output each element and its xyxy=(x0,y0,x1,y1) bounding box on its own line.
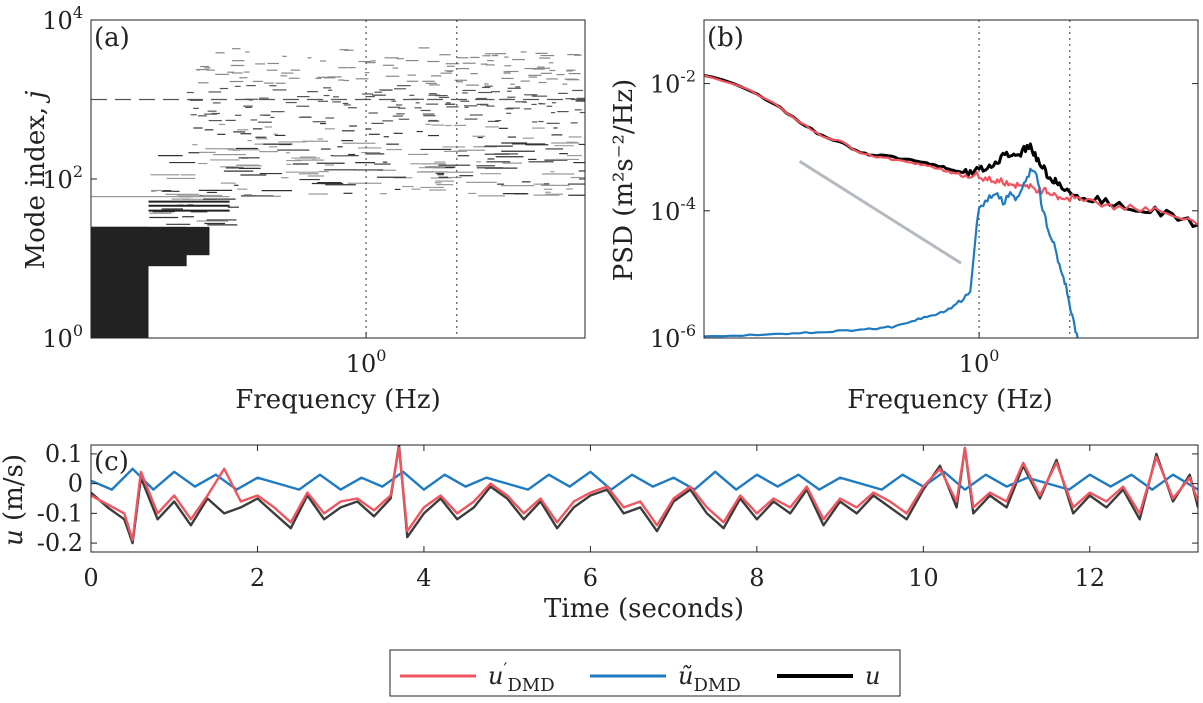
panel-b-ylabel: PSD (m²s⁻²/Hz) xyxy=(609,79,639,281)
panel-a-label: (a) xyxy=(94,23,130,53)
panel-b-xlabel: Frequency (Hz) xyxy=(847,385,1053,415)
panel-a-xtick-label-0: 100 xyxy=(346,346,387,378)
panel-c-xlabel: Time (seconds) xyxy=(544,594,744,624)
panel-a-ylabel: Mode index, j xyxy=(21,91,51,270)
panel-b-xtick-label-0: 100 xyxy=(959,346,1000,378)
panel-a-mode-index-chart: (a) Frequency (Hz) Mode index, j 1001001… xyxy=(21,3,586,415)
mode-block-2 xyxy=(91,226,210,256)
panel-c-xtick-label-0: 0 xyxy=(83,564,98,592)
panel-b-ytick-label-1: 10-4 xyxy=(650,194,696,226)
legend-box xyxy=(389,649,901,697)
panel-c-series-group xyxy=(91,445,1198,545)
panel-a-ytick-label-1: 102 xyxy=(42,162,83,194)
panel-c-ytick-label-2: -0.1 xyxy=(37,499,83,527)
panel-a-ytick-label-0: 100 xyxy=(42,321,83,353)
panel-c-ytick-label-3: -0.2 xyxy=(37,529,83,557)
panel-c-xtick-label-5: 10 xyxy=(908,564,939,592)
panel-b-series-group xyxy=(704,20,1198,338)
panel-c-ytick-label-1: 0 xyxy=(68,470,83,498)
panel-c-series-dmd_tilde xyxy=(91,467,1198,491)
panel-c-ytick-label-0: 0.1 xyxy=(45,440,83,468)
panel-c-series-dmd_prime xyxy=(91,446,1198,542)
panel-b-plot-area xyxy=(704,20,1198,338)
panel-a-plot-area xyxy=(91,20,585,338)
panel-b-ytick-label-0: 10-6 xyxy=(650,321,696,353)
legend-label-dmd_prime: u′DMD xyxy=(488,660,555,696)
panel-a-ticks: 100 100 102 104 xyxy=(42,3,585,378)
legend: u′DMD ũDMD u xyxy=(389,649,901,697)
panel-a-ytick-label-2: 104 xyxy=(42,3,83,35)
panel-c-ylabel: u (m/s) xyxy=(0,454,29,546)
panel-c-ticks: 0 2 4 6 8 10 120.10-0.1-0.2 xyxy=(37,440,1198,592)
panel-b-psd-chart: (b) Frequency (Hz) PSD (m²s⁻²/Hz) 100 10-… xyxy=(609,19,1199,415)
panel-c-series-u xyxy=(91,445,1198,545)
legend-items: u′DMD ũDMD u xyxy=(400,660,880,696)
panel-a-xlabel: Frequency (Hz) xyxy=(235,385,441,415)
panel-b-label: (b) xyxy=(707,23,744,53)
panel-c-label: (c) xyxy=(94,447,129,477)
panel-a-ylabel-text: Mode index, xyxy=(21,99,51,270)
panel-c-xtick-label-6: 12 xyxy=(1075,564,1106,592)
panel-c-ylabel-u: u xyxy=(0,529,29,546)
panel-b-series-dmd_tilde xyxy=(704,167,1079,338)
panel-b-frame xyxy=(703,19,1199,339)
panel-b-ticks: 100 10-6 10-4 10-2 xyxy=(650,67,1198,378)
legend-label-u: u xyxy=(865,662,880,690)
panel-c-plot-area xyxy=(91,445,1198,545)
panel-a-frame xyxy=(90,19,586,339)
panel-c-timeseries-chart: (c) Time (seconds) u (m/s) 0 2 4 6 8 10 120.10… xyxy=(0,440,1199,624)
panel-b-series-dmd_prime xyxy=(704,74,1198,226)
panel-c-frame xyxy=(90,444,1199,553)
panel-b-series-u xyxy=(704,73,1198,228)
panel-c-xtick-label-2: 4 xyxy=(416,564,431,592)
panel-c-xtick-label-4: 8 xyxy=(749,564,764,592)
panel-b-ytick-label-2: 10-2 xyxy=(650,67,696,99)
legend-label-dmd_tilde: ũDMD xyxy=(678,662,741,696)
panel-b-reference-slope-line xyxy=(798,160,962,265)
panel-c-ylabel-unit: (m/s) xyxy=(0,454,29,529)
panel-c-xtick-label-3: 6 xyxy=(583,564,598,592)
panel-c-xtick-label-1: 2 xyxy=(250,564,265,592)
